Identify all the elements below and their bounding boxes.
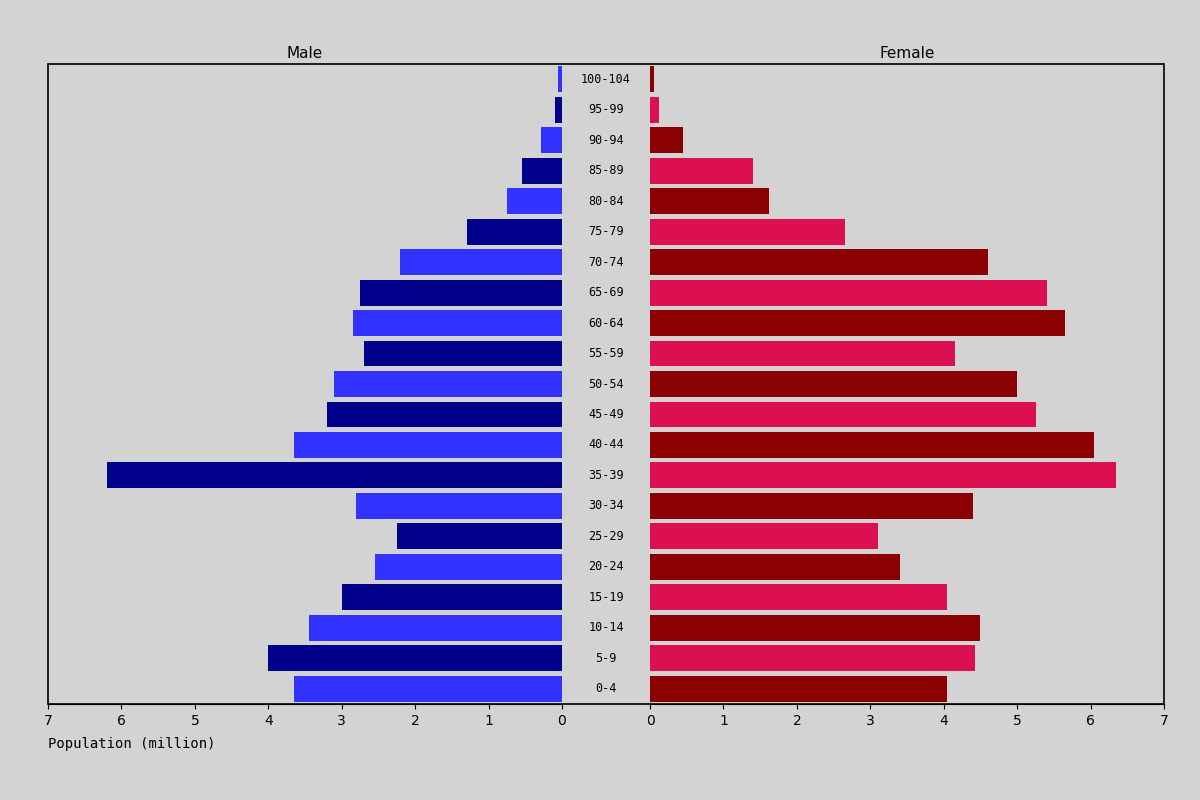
Bar xyxy=(650,432,1094,458)
Bar xyxy=(650,615,980,641)
Bar xyxy=(650,462,1116,488)
Bar xyxy=(650,97,659,122)
Bar xyxy=(650,127,683,153)
Title: Male: Male xyxy=(287,46,323,62)
Bar xyxy=(401,249,562,275)
Bar xyxy=(356,493,562,519)
Bar xyxy=(467,218,562,245)
Text: 75-79: 75-79 xyxy=(588,225,624,238)
Text: 20-24: 20-24 xyxy=(588,560,624,574)
Bar xyxy=(650,218,845,245)
Bar xyxy=(522,158,562,184)
Text: 5-9: 5-9 xyxy=(595,652,617,665)
Text: 90-94: 90-94 xyxy=(588,134,624,146)
Bar xyxy=(506,188,562,214)
Bar xyxy=(650,402,1036,427)
Text: 95-99: 95-99 xyxy=(588,103,624,116)
Bar xyxy=(650,341,955,366)
Text: 50-54: 50-54 xyxy=(588,378,624,390)
Text: 65-69: 65-69 xyxy=(588,286,624,299)
Bar xyxy=(554,97,562,122)
Text: 15-19: 15-19 xyxy=(588,591,624,604)
Bar xyxy=(650,66,654,92)
Title: Female: Female xyxy=(880,46,935,62)
Bar xyxy=(326,402,562,427)
Bar xyxy=(650,249,988,275)
Bar xyxy=(650,310,1064,336)
Bar xyxy=(269,646,562,671)
Bar xyxy=(558,66,562,92)
Text: 85-89: 85-89 xyxy=(588,164,624,177)
Bar xyxy=(650,584,948,610)
Bar xyxy=(650,493,973,519)
Text: 0-4: 0-4 xyxy=(595,682,617,695)
Bar xyxy=(650,523,877,550)
Bar xyxy=(650,646,974,671)
Text: 100-104: 100-104 xyxy=(581,73,631,86)
Text: 10-14: 10-14 xyxy=(588,622,624,634)
Text: 80-84: 80-84 xyxy=(588,194,624,208)
Text: 55-59: 55-59 xyxy=(588,347,624,360)
Bar xyxy=(353,310,562,336)
Bar xyxy=(107,462,562,488)
Bar xyxy=(294,676,562,702)
Bar xyxy=(360,280,562,306)
Bar xyxy=(650,554,900,580)
Bar xyxy=(364,341,562,366)
Text: Population (million): Population (million) xyxy=(48,737,216,751)
Bar xyxy=(342,584,562,610)
Bar xyxy=(335,371,562,397)
Text: 35-39: 35-39 xyxy=(588,469,624,482)
Bar xyxy=(397,523,562,550)
Bar xyxy=(650,158,752,184)
Bar xyxy=(650,676,948,702)
Text: 60-64: 60-64 xyxy=(588,317,624,330)
Text: 70-74: 70-74 xyxy=(588,255,624,269)
Bar xyxy=(650,280,1046,306)
Bar xyxy=(650,371,1018,397)
Text: 40-44: 40-44 xyxy=(588,438,624,451)
Bar xyxy=(294,432,562,458)
Text: 30-34: 30-34 xyxy=(588,499,624,513)
Text: 25-29: 25-29 xyxy=(588,530,624,543)
Bar xyxy=(308,615,562,641)
Text: 45-49: 45-49 xyxy=(588,408,624,421)
Bar xyxy=(541,127,562,153)
Bar xyxy=(650,188,769,214)
Bar xyxy=(374,554,562,580)
